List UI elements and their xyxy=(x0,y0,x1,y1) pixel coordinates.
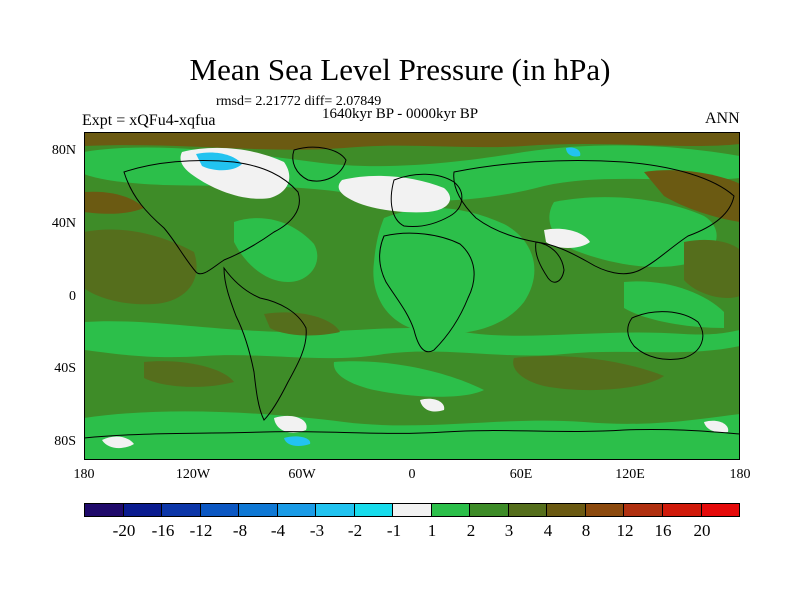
period-label: 1640kyr BP - 0000kyr BP xyxy=(322,106,479,122)
colorbar-label: 8 xyxy=(581,521,591,540)
colorbar-label: -8 xyxy=(232,521,248,540)
y-tick-0: 0 xyxy=(69,289,76,304)
colorbar-label: -20 xyxy=(112,521,136,540)
colorbar-label: -1 xyxy=(386,521,402,540)
x-tick-120w: 120W xyxy=(175,467,211,482)
colorbar-swatch xyxy=(508,504,548,516)
x-tick-180e: 180 xyxy=(729,467,751,482)
white-regions xyxy=(102,147,729,449)
colorbar-label: 12 xyxy=(616,521,634,540)
colorbar-label: 4 xyxy=(543,521,553,540)
experiment-label: Expt = xQFu4-xqfua xyxy=(82,112,216,129)
colorbar-label: 3 xyxy=(504,521,514,540)
colorbar-swatch xyxy=(162,504,201,516)
colorbar-label: -12 xyxy=(189,521,213,540)
colorbar-label: -2 xyxy=(347,521,363,540)
colorbar-swatch xyxy=(470,504,509,516)
colorbar-swatch xyxy=(624,504,663,516)
x-tick-0: 0 xyxy=(408,467,416,482)
y-tick-40n: 40N xyxy=(51,216,76,231)
y-tick-80n: 80N xyxy=(51,143,76,158)
colorbar-swatch xyxy=(239,504,278,516)
x-tick-60e: 60E xyxy=(509,467,533,482)
colorbar-label: -3 xyxy=(309,521,325,540)
colorbar-swatch xyxy=(701,504,740,516)
rmsd-diff-stats: rmsd= 2.21772 diff= 2.07849 xyxy=(216,94,382,109)
season-label: ANN xyxy=(705,110,740,127)
pressure-map xyxy=(84,132,740,460)
x-tick-180w: 180 xyxy=(73,467,95,482)
colorbar-swatch xyxy=(123,504,163,516)
cyan-regions xyxy=(196,147,581,446)
coastlines xyxy=(84,146,740,439)
colorbar-swatch xyxy=(277,504,317,516)
colorbar xyxy=(84,503,740,517)
brown-regions xyxy=(84,132,740,222)
y-tick-40s: 40S xyxy=(54,361,76,376)
colorbar-swatch xyxy=(200,504,240,516)
colorbar-swatch xyxy=(585,504,625,516)
x-tick-60w: 60W xyxy=(288,467,316,482)
chart-title: Mean Sea Level Pressure (in hPa) xyxy=(189,52,611,87)
colorbar-swatch xyxy=(431,504,471,516)
colorbar-label: -4 xyxy=(270,521,286,540)
colorbar-swatch xyxy=(662,504,702,516)
olive-regions xyxy=(84,229,740,391)
x-tick-120e: 120E xyxy=(615,467,645,482)
colorbar-label: 20 xyxy=(693,521,711,540)
colorbar-label: 16 xyxy=(654,521,672,540)
colorbar-swatch xyxy=(393,504,432,516)
colorbar-swatch xyxy=(547,504,586,516)
colorbar-label: 1 xyxy=(427,521,437,540)
colorbar-swatch xyxy=(354,504,394,516)
colorbar-swatch xyxy=(85,504,124,516)
map-frame xyxy=(84,132,740,460)
colorbar-swatch xyxy=(316,504,355,516)
colorbar-label: 2 xyxy=(466,521,476,540)
y-tick-80s: 80S xyxy=(54,434,76,449)
colorbar-label: -16 xyxy=(151,521,175,540)
